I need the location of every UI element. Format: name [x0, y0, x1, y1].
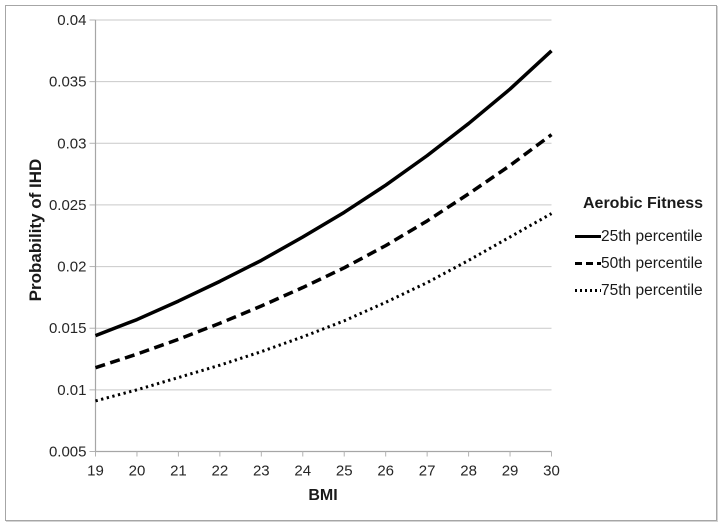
svg-text:0.025: 0.025 — [49, 197, 87, 214]
dashed-line-icon — [575, 262, 601, 265]
svg-text:0.02: 0.02 — [57, 259, 86, 276]
legend: Aerobic Fitness 25th percentile 50th per… — [575, 195, 715, 304]
svg-text:0.03: 0.03 — [57, 135, 86, 152]
svg-text:0.035: 0.035 — [49, 74, 87, 91]
legend-entry-25th-percentile: 25th percentile — [575, 223, 715, 250]
svg-text:19: 19 — [87, 463, 104, 480]
y-axis-title: Probability of IHD — [26, 158, 45, 302]
legend-title: Aerobic Fitness — [583, 195, 704, 212]
svg-text:21: 21 — [170, 463, 187, 480]
legend-label: 50th percentile — [601, 254, 703, 272]
solid-line-icon — [575, 235, 601, 238]
svg-text:20: 20 — [129, 463, 146, 480]
svg-text:26: 26 — [377, 463, 394, 480]
svg-text:23: 23 — [253, 463, 270, 480]
legend-entry-75th-percentile: 75th percentile — [575, 277, 715, 304]
legend-label: 25th percentile — [601, 227, 703, 245]
svg-text:27: 27 — [419, 463, 436, 480]
legend-label: 75th percentile — [601, 281, 703, 299]
x-axis-title: BMI — [308, 487, 338, 504]
svg-text:0.005: 0.005 — [49, 444, 87, 461]
svg-text:25: 25 — [336, 463, 353, 480]
svg-text:29: 29 — [502, 463, 519, 480]
svg-text:22: 22 — [212, 463, 229, 480]
svg-text:30: 30 — [543, 463, 560, 480]
svg-text:28: 28 — [460, 463, 477, 480]
svg-text:0.015: 0.015 — [49, 320, 87, 337]
svg-text:0.04: 0.04 — [57, 12, 86, 29]
svg-text:24: 24 — [294, 463, 311, 480]
svg-text:0.01: 0.01 — [57, 382, 86, 399]
dotted-line-icon — [575, 289, 601, 292]
legend-entry-50th-percentile: 50th percentile — [575, 250, 715, 277]
